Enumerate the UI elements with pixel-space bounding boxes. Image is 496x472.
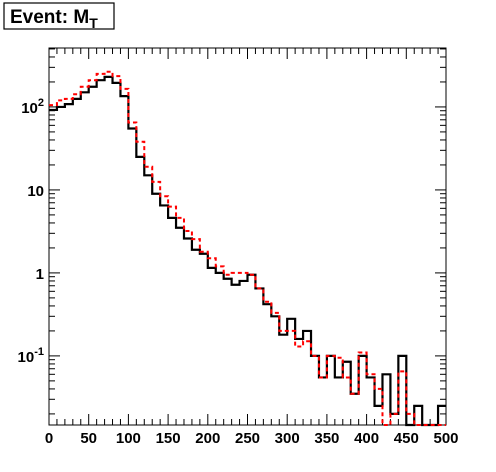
x-tick-label: 150 [156, 430, 181, 447]
x-tick-label: 500 [433, 430, 458, 447]
x-tick-label: 200 [195, 430, 220, 447]
y-tick-label: 1 [36, 266, 44, 283]
title-box [3, 2, 115, 30]
x-tick-label: 400 [354, 430, 379, 447]
plot-frame [48, 47, 447, 426]
x-tick-label: 350 [314, 430, 339, 447]
title-subscript: T [89, 15, 98, 31]
x-tick-label: 0 [45, 430, 53, 447]
x-tick-label: 450 [394, 430, 419, 447]
x-tick-label: 250 [235, 430, 260, 447]
y-tick-label: 10 [27, 183, 44, 200]
x-tick-label: 100 [116, 430, 141, 447]
svg-text:Event: MT: Event: MT [10, 7, 98, 31]
chart-title: Event: MT [3, 2, 115, 31]
y-tick-base: 10 [21, 100, 38, 117]
y-tick-exponent: 2 [38, 97, 44, 109]
y-tick-exponent: -1 [34, 346, 44, 358]
y-tick-label: 10-1 [18, 346, 44, 366]
series-2-histogram-line [49, 70, 446, 426]
y-tick-base: 10 [18, 349, 35, 366]
y-tick-label: 102 [21, 97, 44, 117]
series-layer [49, 70, 446, 427]
title-main: Event: M [10, 7, 89, 28]
x-tick-label: 300 [275, 430, 300, 447]
x-tick-label: 50 [80, 430, 97, 447]
series-1-histogram-line [49, 75, 446, 427]
